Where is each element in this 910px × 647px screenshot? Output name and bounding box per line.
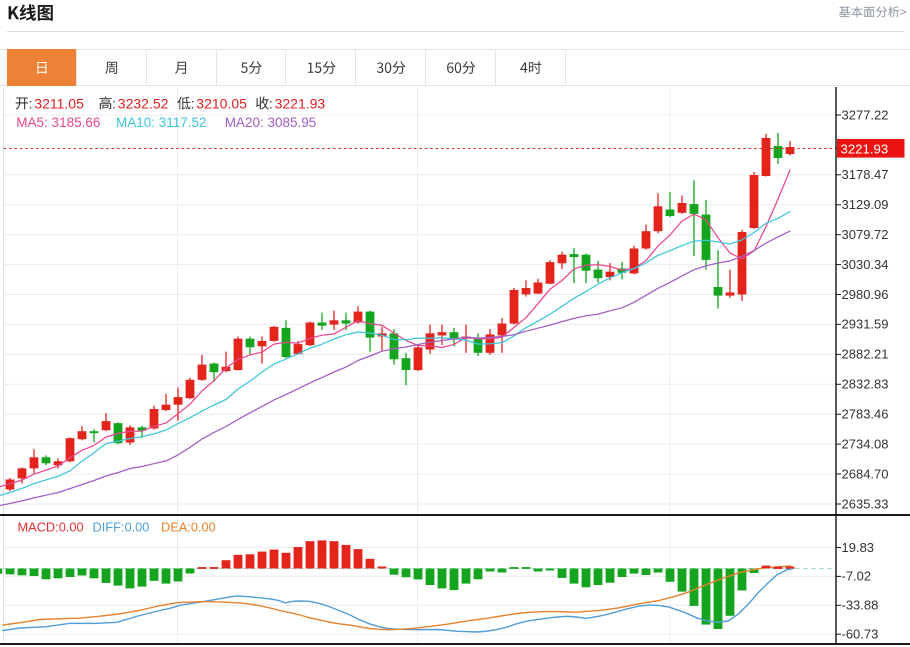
svg-text:DEA:0.00: DEA:0.00 [161, 520, 216, 535]
svg-text::: : [112, 95, 116, 111]
svg-text:-33.88: -33.88 [842, 598, 879, 613]
svg-text:3178.47: 3178.47 [842, 167, 889, 182]
svg-text:3232.52: 3232.52 [118, 95, 169, 111]
svg-text:MA20: 3085.95: MA20: 3085.95 [225, 115, 317, 130]
svg-text:3221.93: 3221.93 [841, 141, 889, 156]
svg-text:2783.46: 2783.46 [842, 407, 889, 422]
svg-text:MACD:0.00: MACD:0.00 [18, 520, 84, 535]
svg-text:2931.59: 2931.59 [842, 317, 889, 332]
svg-text:19.83: 19.83 [842, 540, 875, 555]
svg-text:3211.05: 3211.05 [34, 95, 84, 111]
svg-text:2684.70: 2684.70 [842, 466, 889, 481]
svg-text:MA5: 3185.66: MA5: 3185.66 [16, 115, 100, 130]
svg-text:2980.96: 2980.96 [842, 287, 889, 302]
svg-text:3030.34: 3030.34 [842, 257, 889, 272]
svg-text::: : [269, 95, 273, 111]
svg-text:2882.21: 2882.21 [842, 347, 889, 362]
svg-text:3129.09: 3129.09 [842, 197, 889, 212]
svg-text:DIFF:0.00: DIFF:0.00 [93, 520, 150, 535]
svg-text:-60.73: -60.73 [842, 627, 879, 642]
svg-text:2635.33: 2635.33 [842, 496, 889, 511]
svg-text::: : [191, 95, 195, 111]
svg-text:2832.83: 2832.83 [842, 377, 889, 392]
svg-text:3277.22: 3277.22 [842, 107, 889, 122]
svg-text:3210.05: 3210.05 [196, 95, 247, 111]
svg-text:3221.93: 3221.93 [275, 95, 326, 111]
svg-text::: : [29, 95, 33, 111]
svg-text:MA10: 3117.52: MA10: 3117.52 [116, 115, 207, 130]
svg-text:3079.72: 3079.72 [842, 227, 889, 242]
svg-text:-7.02: -7.02 [842, 569, 872, 584]
svg-text:2734.08: 2734.08 [842, 436, 889, 451]
